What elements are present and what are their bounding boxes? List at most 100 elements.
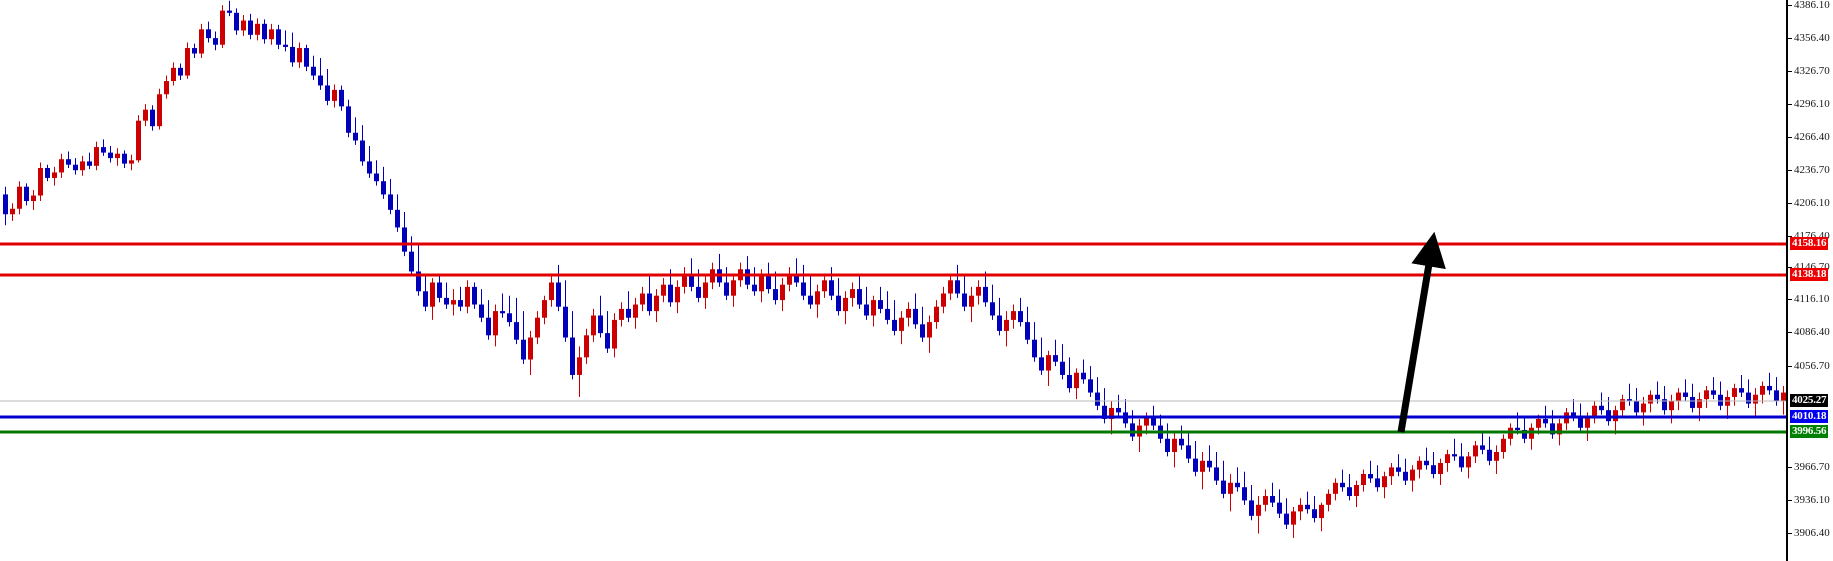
candle <box>640 286 645 312</box>
candle <box>199 23 204 58</box>
candle <box>780 278 785 312</box>
candle <box>297 42 302 68</box>
candle <box>850 282 855 307</box>
axis-tick-label: 4116.10 <box>1794 293 1830 305</box>
candle <box>206 21 211 43</box>
candle <box>892 300 897 336</box>
price-level-tag-support-green[interactable]: 3996.56 <box>1790 425 1829 438</box>
axis-tick-mark <box>1788 104 1792 105</box>
candle <box>591 308 596 342</box>
candle <box>59 153 64 178</box>
candle <box>1018 297 1023 327</box>
axis-tick-label: 4146.70 <box>1794 261 1830 273</box>
candle <box>185 42 190 79</box>
candle <box>1389 462 1394 486</box>
candle <box>381 166 386 199</box>
candle <box>1081 359 1086 384</box>
candle <box>234 8 239 35</box>
candle <box>318 57 323 90</box>
candle <box>24 183 29 206</box>
axis-tick-label: 4386.10 <box>1794 0 1830 11</box>
price-level-tag-last-price[interactable]: 4025.27 <box>1790 394 1829 407</box>
candle <box>1200 451 1205 490</box>
candle <box>815 284 820 318</box>
candle <box>164 75 169 99</box>
candle <box>1410 465 1415 492</box>
candle <box>675 280 680 314</box>
candle <box>1683 379 1688 402</box>
candle <box>1431 451 1436 479</box>
candle <box>1228 474 1233 512</box>
candle <box>1270 482 1275 508</box>
candle <box>1466 451 1471 479</box>
candle <box>1312 496 1317 523</box>
candle <box>1620 394 1625 417</box>
candle <box>1060 344 1065 380</box>
candle <box>304 44 309 72</box>
bullish-breakout-arrow[interactable] <box>1397 231 1446 433</box>
price-level-tag-resistance-lower[interactable]: 4138.18 <box>1790 268 1829 281</box>
candle <box>346 99 351 138</box>
candle <box>1305 491 1310 514</box>
candle <box>1025 306 1030 345</box>
candle <box>745 256 750 290</box>
chart-plot-area[interactable] <box>0 0 1786 561</box>
candle <box>115 148 120 166</box>
candle <box>1326 489 1331 512</box>
candle <box>52 166 57 186</box>
candle <box>479 289 484 323</box>
candle <box>619 302 624 327</box>
candle <box>1067 357 1072 393</box>
axis-tick-mark <box>1788 467 1792 468</box>
candle <box>73 158 78 175</box>
candle <box>451 289 456 316</box>
candle <box>220 5 225 49</box>
candle <box>955 264 960 298</box>
candle <box>1172 432 1177 468</box>
candle <box>1669 394 1674 424</box>
candle <box>94 141 99 171</box>
candle <box>269 23 274 45</box>
candle <box>843 291 848 325</box>
candle <box>129 154 134 171</box>
candle <box>444 282 449 309</box>
candle <box>654 289 659 323</box>
axis-tick-mark <box>1788 170 1792 171</box>
candle <box>1494 445 1499 475</box>
candle <box>927 315 932 353</box>
axis-tick-label: 4056.70 <box>1794 360 1830 372</box>
candle <box>360 125 365 166</box>
candle <box>1207 445 1212 472</box>
candle <box>367 145 372 178</box>
candle <box>1452 438 1457 461</box>
candle <box>192 43 197 58</box>
candle <box>262 19 267 44</box>
candlestick-series <box>3 0 1786 538</box>
axis-tick-mark <box>1788 137 1792 138</box>
candle <box>766 262 771 294</box>
candle <box>1480 432 1485 455</box>
candle <box>542 295 547 325</box>
candle <box>1396 454 1401 477</box>
candle <box>1291 507 1296 538</box>
axis-tick-label: 4266.40 <box>1794 131 1830 143</box>
candle <box>10 203 15 221</box>
candle <box>1116 394 1121 417</box>
axis-tick-label: 3906.40 <box>1794 527 1830 539</box>
candle <box>325 68 330 106</box>
candle <box>3 186 8 226</box>
price-level-tag-support-blue[interactable]: 4010.18 <box>1790 410 1829 423</box>
price-level-tag-resistance-upper[interactable]: 4158.16 <box>1790 237 1829 250</box>
candle <box>31 190 36 210</box>
candle <box>1487 436 1492 466</box>
price-axis[interactable]: 4386.10 4356.40 4326.70 4296.10 4266.40 4236.… <box>1786 0 1833 561</box>
candle <box>1592 401 1597 424</box>
chart-annotations <box>1397 231 1446 433</box>
candle <box>1298 498 1303 521</box>
candle <box>1319 502 1324 532</box>
candle <box>1249 485 1254 521</box>
axis-tick-label: 3966.70 <box>1794 461 1830 473</box>
candle <box>864 286 869 320</box>
candle <box>1501 434 1506 459</box>
